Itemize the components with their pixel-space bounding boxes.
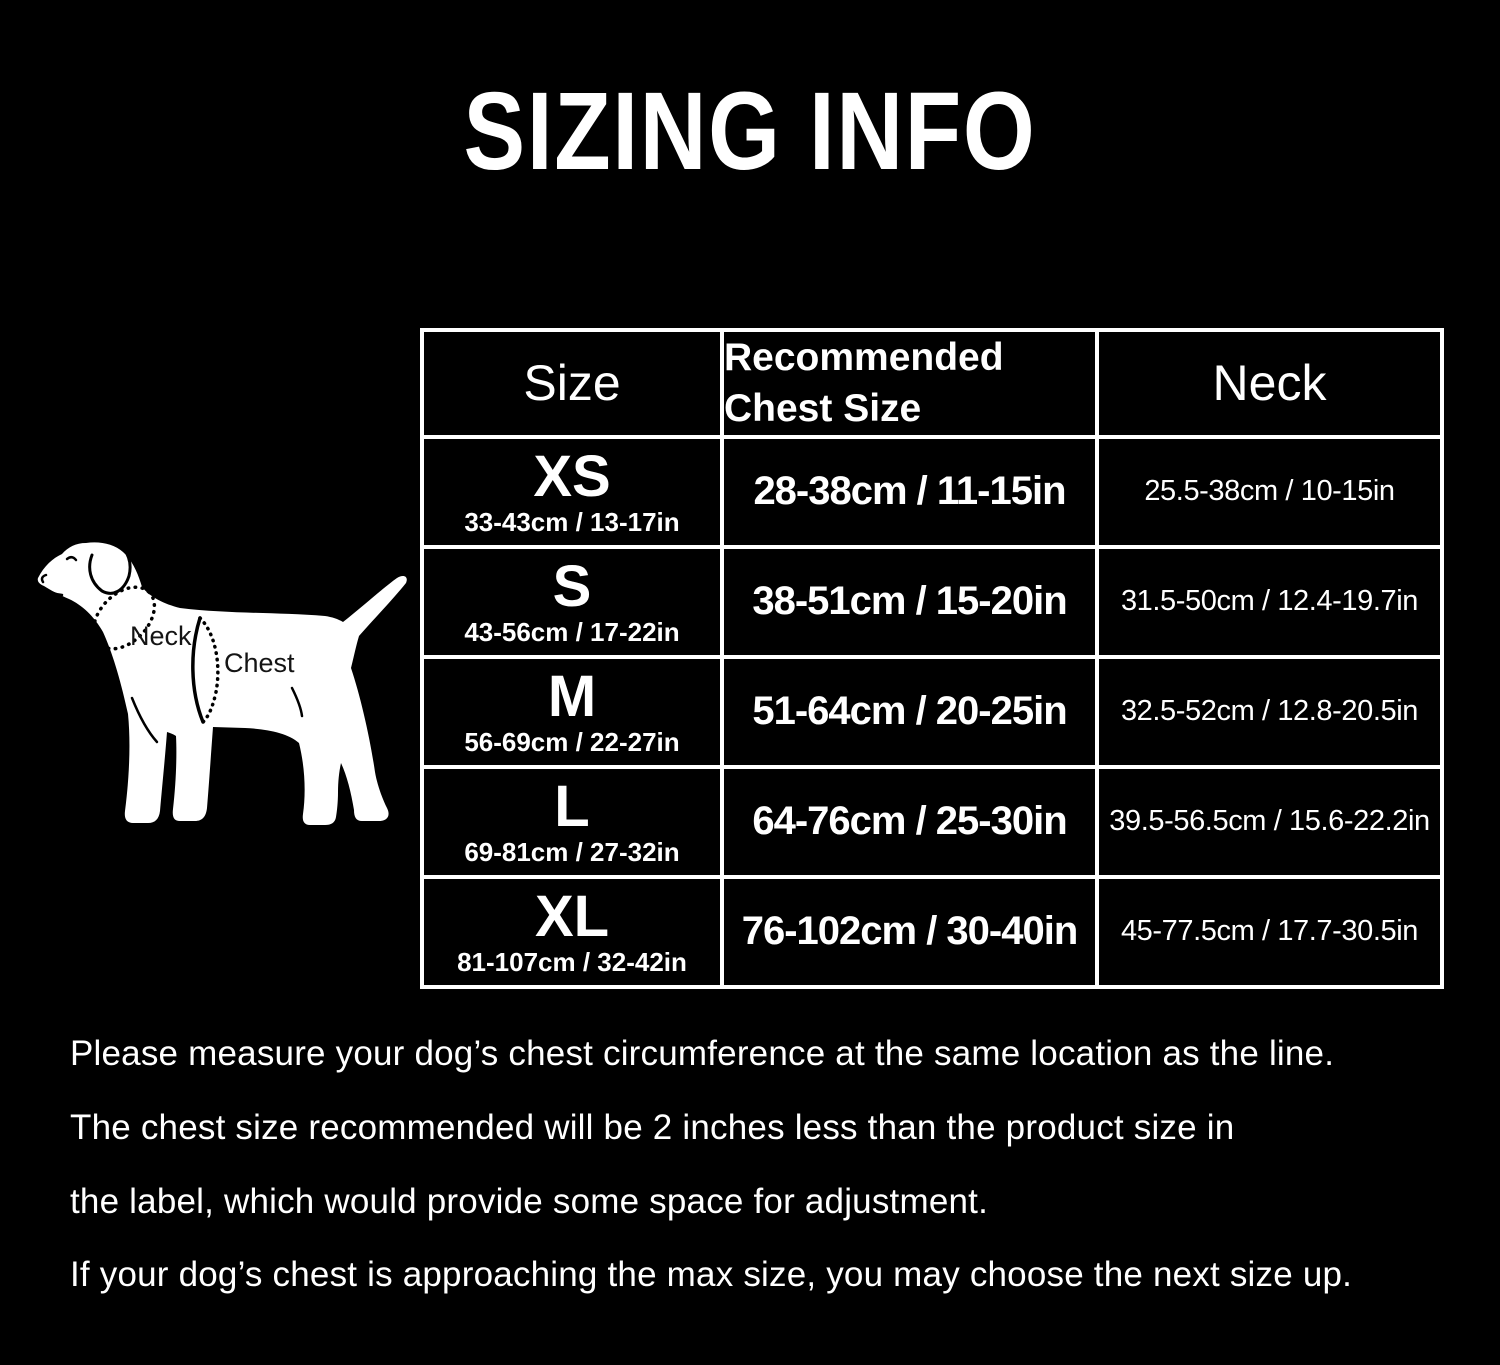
- size-cell-s: S 43-56cm / 17-22in: [420, 544, 724, 659]
- column-header-size: Size: [420, 328, 724, 439]
- neck-value: 39.5-56.5cm / 15.6-22.2in: [1095, 764, 1444, 879]
- dog-silhouette: [37, 542, 407, 825]
- size-range: 81-107cm / 32-42in: [457, 947, 687, 978]
- dog-measurement-diagram: Neck Chest: [20, 530, 440, 960]
- neck-value: 25.5-38cm / 10-15in: [1095, 434, 1444, 549]
- rear-leg-line: [290, 686, 304, 718]
- dog-ear-line: [88, 552, 132, 595]
- dog-eye-line: [65, 556, 78, 562]
- size-letter: XS: [533, 444, 611, 510]
- dog-diagram-svg: Neck Chest: [37, 542, 407, 825]
- dog-nose-line: [40, 573, 48, 584]
- size-letter: S: [552, 554, 592, 620]
- neck-measure-label: Neck: [130, 621, 192, 651]
- size-range: 56-69cm / 22-27in: [464, 727, 680, 758]
- column-header-chest: Recommended Chest Size: [720, 328, 1099, 439]
- dog-mouth-line: [41, 586, 64, 597]
- column-header-neck: Neck: [1095, 328, 1444, 439]
- chest-value: 28-38cm / 11-15in: [720, 434, 1099, 549]
- table-row: M 56-69cm / 22-27in 51-64cm / 20-25in 32…: [420, 654, 1444, 769]
- size-letter: L: [554, 774, 590, 840]
- size-range: 69-81cm / 27-32in: [464, 837, 680, 868]
- size-letter: M: [547, 664, 597, 730]
- size-range: 43-56cm / 17-22in: [464, 617, 680, 648]
- chest-measure-line-dotted: [198, 616, 220, 724]
- note-line: The chest size recommended will be 2 inc…: [70, 1107, 1235, 1147]
- chest-value: 38-51cm / 15-20in: [720, 544, 1099, 659]
- note-line: Please measure your dog’s chest circumfe…: [70, 1034, 1335, 1073]
- size-cell-l: L 69-81cm / 27-32in: [420, 764, 724, 879]
- chest-value: 64-76cm / 25-30in: [720, 764, 1099, 879]
- chest-measure-label: Chest: [224, 648, 295, 678]
- sizing-table: Size Recommended Chest Size Neck XS 33-4…: [420, 328, 1444, 989]
- neck-value: 31.5-50cm / 12.4-19.7in: [1095, 544, 1444, 659]
- table-row: XL 81-107cm / 32-42in 76-102cm / 30-40in…: [420, 874, 1444, 989]
- table-row: XS 33-43cm / 13-17in 28-38cm / 11-15in 2…: [420, 434, 1444, 549]
- size-cell-m: M 56-69cm / 22-27in: [420, 654, 724, 769]
- size-range: 33-43cm / 13-17in: [464, 507, 680, 538]
- size-letter: XL: [534, 884, 610, 950]
- neck-value: 45-77.5cm / 17.7-30.5in: [1095, 874, 1444, 989]
- neck-measure-line: [91, 585, 157, 651]
- note-line: the label, which would provide some spac…: [70, 1181, 988, 1221]
- chest-value: 76-102cm / 30-40in: [720, 874, 1099, 989]
- size-cell-xl: XL 81-107cm / 32-42in: [420, 874, 724, 989]
- note-line: If your dog’s chest is approaching the m…: [70, 1255, 1353, 1295]
- page-title-text: SIZING INFO: [463, 70, 1037, 193]
- sizing-notes: Please measure your dog’s chest circumfe…: [70, 1034, 1470, 1331]
- table-row: L 69-81cm / 27-32in 64-76cm / 25-30in 39…: [420, 764, 1444, 879]
- chest-value: 51-64cm / 20-25in: [720, 654, 1099, 769]
- front-leg-line: [130, 696, 159, 744]
- page-title: SIZING INFO: [0, 68, 1500, 195]
- table-header-row: Size Recommended Chest Size Neck: [420, 328, 1444, 439]
- neck-value: 32.5-52cm / 12.8-20.5in: [1095, 654, 1444, 769]
- chest-measure-line-solid: [191, 616, 205, 724]
- table-row: S 43-56cm / 17-22in 38-51cm / 15-20in 31…: [420, 544, 1444, 659]
- size-cell-xs: XS 33-43cm / 13-17in: [420, 434, 724, 549]
